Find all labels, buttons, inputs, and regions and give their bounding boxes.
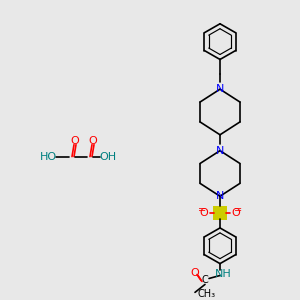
FancyBboxPatch shape (213, 206, 227, 220)
Text: HO: HO (39, 152, 57, 162)
Text: CH₃: CH₃ (197, 289, 215, 299)
Text: N: N (216, 146, 224, 156)
Text: O: O (200, 208, 208, 218)
Text: O: O (88, 136, 98, 146)
Text: O: O (70, 136, 80, 146)
Text: N: N (216, 191, 224, 201)
Text: O: O (232, 208, 240, 218)
Text: =: = (234, 205, 242, 215)
Text: S: S (216, 207, 224, 220)
Text: N: N (216, 84, 224, 94)
Text: OH: OH (99, 152, 117, 162)
Text: O: O (190, 268, 200, 278)
Text: =: = (198, 205, 206, 215)
Text: C: C (202, 275, 208, 286)
Text: NH: NH (214, 268, 231, 278)
